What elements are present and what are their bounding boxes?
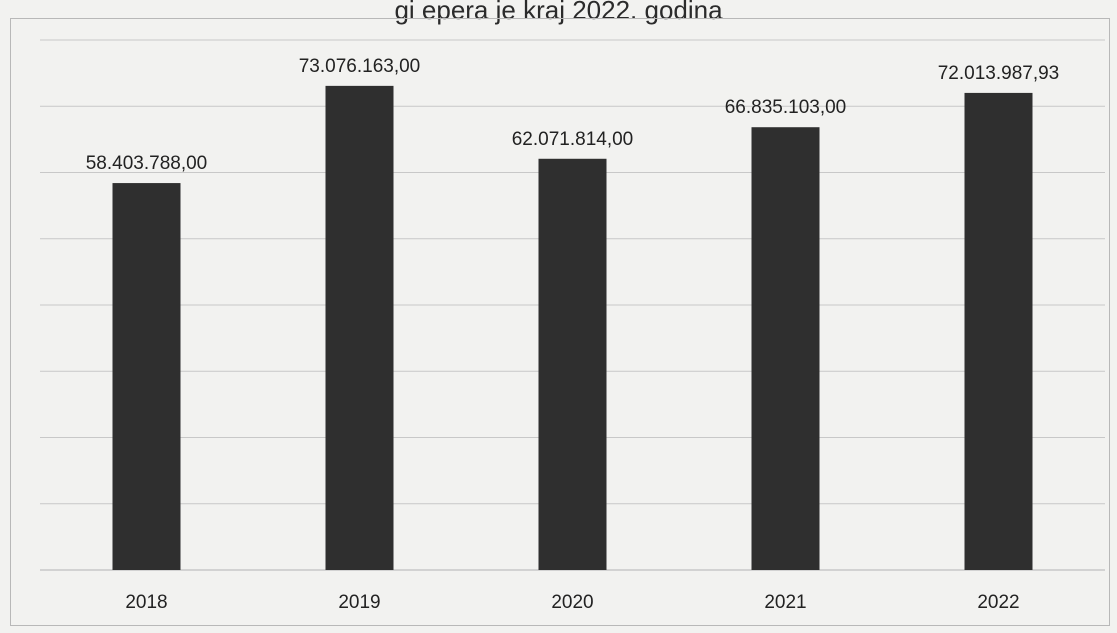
- data-label-2020: 62.071.814,00: [512, 129, 634, 150]
- x-tick-2020: 2020: [551, 592, 593, 613]
- chart-frame: [10, 18, 1110, 626]
- x-tick-2021: 2021: [764, 592, 806, 613]
- data-label-2022: 72.013.987,93: [938, 63, 1060, 84]
- bars: [112, 85, 1033, 571]
- x-tick-2019: 2019: [338, 592, 380, 613]
- data-label-2019: 73.076.163,00: [299, 56, 421, 77]
- bar-2019: [325, 85, 394, 570]
- data-labels: 58.403.788,00 73.076.163,00 62.071.814,00 6…: [86, 56, 1060, 174]
- data-label-2018: 58.403.788,00: [86, 153, 208, 174]
- x-tick-2022: 2022: [977, 592, 1019, 613]
- bar-2021: [751, 127, 820, 571]
- bar-2018: [112, 183, 181, 571]
- bar-2022: [964, 92, 1033, 570]
- x-tick-2018: 2018: [125, 592, 167, 613]
- bar-2020: [538, 158, 607, 570]
- chart-title: gi epera je kraj 2022. godina: [394, 0, 723, 25]
- data-label-2021: 66.835.103,00: [725, 97, 847, 118]
- x-tick-labels: 2018 2019 2020 2021 2022: [125, 592, 1019, 613]
